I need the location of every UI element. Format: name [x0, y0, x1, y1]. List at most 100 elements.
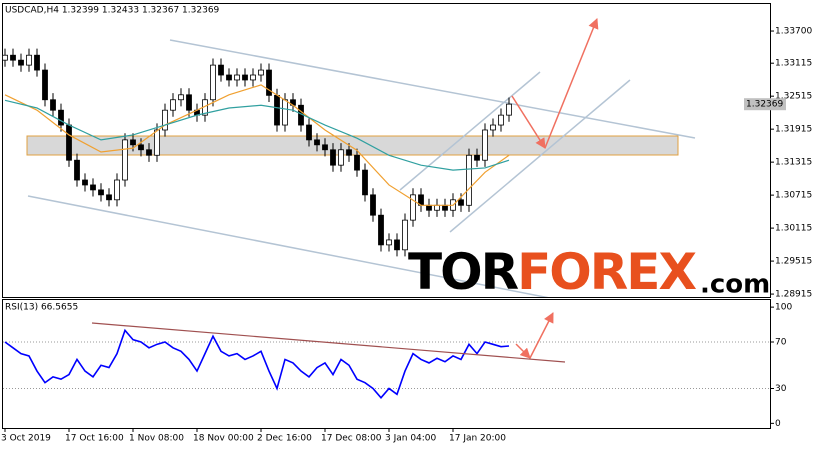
candle-body	[106, 194, 112, 201]
y-tick-label: 1.30715	[775, 191, 812, 201]
y-tick-label: 1.29515	[775, 257, 812, 267]
candle-body	[242, 74, 248, 81]
candle-body	[434, 204, 440, 211]
candle-body	[266, 69, 272, 96]
channel-line	[27, 195, 549, 297]
candle-body	[26, 54, 32, 66]
candle-body	[210, 64, 216, 101]
candle-body	[402, 219, 408, 251]
main-panel	[2, 3, 771, 298]
candle-body	[474, 154, 480, 161]
rsi-trend-line	[91, 322, 566, 363]
candle-body	[138, 144, 144, 151]
candle-body	[346, 149, 352, 156]
watermark-tor: TORFOREX	[408, 243, 696, 301]
y-tick-label: 1.30115	[775, 224, 812, 234]
x-tick-label: 18 Nov 00:00	[193, 434, 254, 444]
candle-body	[394, 239, 400, 251]
candle-body	[250, 74, 256, 81]
candle-body	[386, 239, 392, 246]
arrow	[544, 18, 599, 149]
candle-body	[274, 94, 280, 126]
x-tick-label: 2 Dec 16:00	[257, 434, 312, 444]
candles	[2, 48, 512, 257]
arrow	[529, 312, 554, 359]
candle-body	[442, 204, 448, 211]
candle-body	[482, 129, 488, 161]
candle-body	[90, 184, 96, 191]
x-tick-label: 3 Oct 2019	[1, 434, 51, 444]
candle-body	[178, 94, 184, 101]
y-tick-label: 30	[775, 384, 787, 394]
watermark-text: TOR	[408, 243, 519, 301]
last-price-box	[744, 98, 786, 111]
chart-title: USDCAD,H4 1.32399 1.32433 1.32367 1.3236…	[5, 6, 220, 16]
candle-body	[466, 154, 472, 206]
watermark: TORFOREX .com	[408, 243, 770, 301]
watermark-text: FOREX	[517, 243, 696, 301]
channel-line	[399, 71, 541, 191]
candle-body	[306, 124, 312, 141]
candle-body	[314, 139, 320, 146]
candle-body	[2, 54, 8, 61]
x-tick-label: 3 Jan 04:00	[385, 434, 437, 444]
candle-body	[74, 159, 80, 181]
candle-body	[114, 179, 120, 201]
x-tick-label: 1 Nov 08:00	[129, 434, 184, 444]
y-tick-label: 1.33115	[775, 59, 812, 69]
candle-body	[370, 194, 376, 216]
candle-body	[122, 139, 128, 181]
candle-body	[50, 99, 56, 111]
drawings	[26, 39, 696, 297]
candle-body	[490, 124, 496, 131]
candle-body	[162, 109, 168, 131]
candle-body	[410, 194, 416, 221]
arrow	[515, 343, 531, 359]
candle-body	[322, 144, 328, 151]
candle-body	[98, 189, 104, 196]
moving-average	[4, 84, 510, 206]
moving-average	[4, 99, 510, 171]
rsi-title: RSI(13) 66.5655	[5, 303, 78, 313]
candle-body	[10, 54, 16, 61]
candle-body	[498, 114, 504, 126]
y-tick-label: 0	[775, 419, 781, 429]
y-tick-label: 100	[775, 303, 792, 313]
arrow	[511, 95, 546, 149]
rsi-panel	[2, 299, 771, 429]
channel-line	[449, 79, 631, 233]
y-tick-label: 1.33700	[775, 27, 812, 37]
candle-body	[42, 69, 48, 101]
candle-body	[186, 94, 192, 111]
candle-body	[458, 199, 464, 206]
x-tick-label: 17 Dec 08:00	[321, 434, 382, 444]
candle-body	[338, 149, 344, 166]
candle-body	[34, 54, 40, 71]
candle-body	[234, 74, 240, 81]
candle-body	[506, 103, 512, 116]
candle-body	[258, 69, 264, 76]
candle-body	[130, 139, 136, 146]
channel-line	[169, 39, 696, 139]
x-tick-label: 17 Oct 16:00	[65, 434, 124, 444]
candle-body	[330, 149, 336, 166]
y-tick-label: 70	[775, 338, 787, 348]
candle-body	[362, 169, 368, 196]
last-price-label: 1.32369	[746, 100, 783, 110]
candle-body	[218, 64, 224, 76]
candle-body	[282, 99, 288, 126]
x-tick-label: 17 Jan 20:00	[449, 434, 506, 444]
candle-body	[170, 99, 176, 111]
candle-body	[146, 149, 152, 156]
watermark-com: .com	[700, 270, 770, 300]
candle-body	[18, 59, 24, 66]
candle-body	[154, 129, 160, 156]
y-tick-label: 1.31915	[775, 125, 812, 135]
y-tick-label: 1.31315	[775, 158, 812, 168]
candle-body	[426, 204, 432, 211]
y-tick-label: 1.28915	[775, 290, 812, 300]
candle-body	[82, 179, 88, 186]
y-tick-label: 1.32515	[775, 92, 812, 102]
forecast-arrows	[91, 18, 599, 363]
